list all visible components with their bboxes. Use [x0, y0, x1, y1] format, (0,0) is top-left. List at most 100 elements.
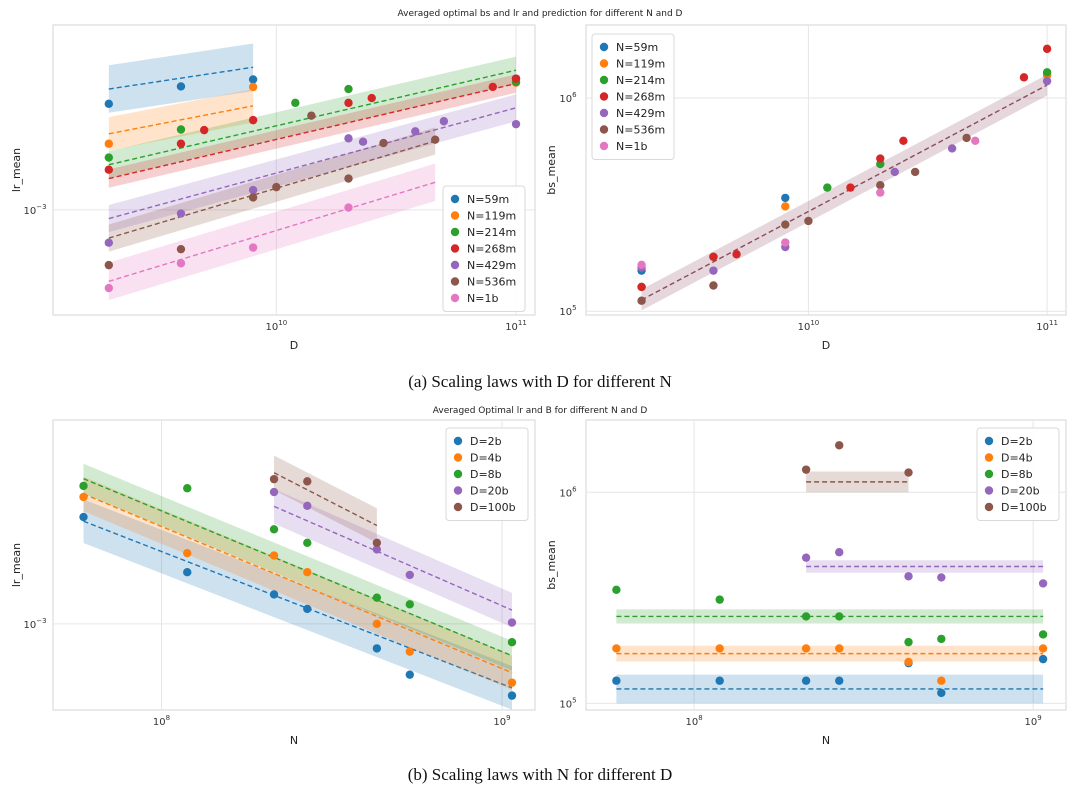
suptitle-top: Averaged optimal bs and lr and predictio… — [398, 9, 683, 19]
legend-marker — [984, 436, 994, 446]
legend: N=59m N=119m N=214m N=268m N=429m N=536m N=1b — [591, 33, 675, 160]
fit-line — [108, 181, 436, 283]
legend: N=59m N=119m N=214m N=268m N=429m N=536m N=1b — [442, 185, 526, 312]
fit-band — [641, 74, 1048, 311]
legend-label: N=1b — [467, 292, 498, 305]
legend-label: D=2b — [470, 435, 502, 448]
data-point — [904, 468, 913, 477]
y-tick-label: 106 — [559, 485, 577, 499]
data-point — [962, 133, 971, 143]
legend-label: N=429m — [616, 107, 665, 120]
x-tick-label: 1010 — [798, 319, 820, 333]
data-point — [405, 570, 414, 580]
legend-label: D=4b — [470, 452, 502, 465]
data-point — [637, 260, 646, 270]
data-point — [199, 125, 209, 135]
data-point — [835, 612, 844, 621]
legend-marker — [450, 227, 460, 237]
y-axis-label: lr_mean — [10, 543, 23, 587]
x-axis-label: N — [290, 734, 298, 747]
data-point — [781, 193, 790, 203]
data-point — [344, 134, 353, 143]
legend-marker — [984, 502, 994, 512]
legend-label: N=59m — [616, 41, 658, 54]
data-point — [804, 216, 813, 226]
data-point — [801, 676, 811, 685]
data-point — [104, 165, 114, 174]
data-point — [637, 282, 646, 292]
fit-line — [273, 505, 513, 611]
data-point — [947, 144, 957, 153]
legend-marker — [984, 453, 994, 462]
data-point — [612, 644, 621, 653]
data-point — [910, 167, 920, 177]
data-point — [372, 545, 382, 554]
legend-marker — [450, 277, 460, 286]
data-point — [183, 484, 192, 493]
x-tick-label: 1011 — [505, 319, 527, 333]
data-point — [303, 604, 312, 614]
legend-marker — [984, 469, 994, 479]
data-point — [507, 691, 517, 700]
data-point — [1038, 579, 1048, 588]
fit-line — [108, 105, 254, 135]
data-point — [269, 474, 279, 484]
data-point — [937, 573, 946, 582]
legend-label: N=268m — [467, 243, 516, 256]
data-point — [846, 183, 855, 192]
data-point — [176, 82, 186, 91]
data-point — [612, 676, 621, 685]
data-point — [439, 117, 449, 126]
data-point — [405, 647, 414, 656]
data-point — [937, 634, 946, 644]
legend-label: D=8b — [1001, 468, 1033, 481]
data-point — [372, 593, 382, 602]
data-point — [488, 82, 497, 92]
caption-a: (a) Scaling laws with D for different N — [408, 372, 672, 391]
legend-label: N=119m — [616, 58, 665, 71]
fit-line — [83, 493, 513, 674]
data-point — [904, 657, 913, 667]
data-point — [183, 548, 192, 558]
data-point — [507, 618, 517, 627]
data-point — [801, 465, 811, 474]
data-point — [405, 600, 414, 609]
data-point — [876, 188, 885, 197]
legend-marker — [450, 244, 460, 253]
data-point — [379, 138, 388, 148]
x-tick-label: 109 — [493, 714, 510, 728]
data-point — [104, 139, 114, 148]
legend-label: N=268m — [616, 91, 665, 104]
data-point — [781, 202, 790, 211]
data-point — [344, 84, 353, 94]
data-point — [715, 595, 724, 604]
data-point — [904, 637, 913, 647]
data-point — [937, 688, 946, 698]
data-point — [303, 501, 312, 511]
data-point — [715, 676, 724, 685]
legend-label: N=214m — [616, 74, 665, 87]
suptitle-bottom: Averaged Optimal lr and B for different … — [433, 406, 648, 416]
data-point — [876, 154, 885, 163]
data-point — [709, 266, 718, 275]
plot-bs-vs-n: 108 109 105 106 Nbs_mean D=2b D=4b D=8b D=20b D=1… — [545, 419, 1067, 747]
data-point — [430, 135, 440, 144]
data-point — [835, 441, 844, 450]
legend-marker — [450, 293, 460, 303]
data-point — [1038, 644, 1048, 653]
fit-line — [108, 82, 517, 180]
data-point — [248, 193, 258, 202]
data-point — [709, 252, 718, 261]
legend-marker — [599, 92, 609, 101]
data-point — [372, 619, 382, 629]
fit-line — [83, 478, 513, 657]
fit-line — [83, 520, 513, 689]
data-point — [801, 644, 811, 653]
y-tick-label: 105 — [559, 696, 576, 710]
data-point — [248, 82, 258, 92]
data-point — [715, 644, 724, 653]
data-point — [1038, 654, 1048, 664]
data-point — [269, 590, 279, 599]
data-point — [835, 548, 844, 557]
data-point — [801, 612, 811, 621]
